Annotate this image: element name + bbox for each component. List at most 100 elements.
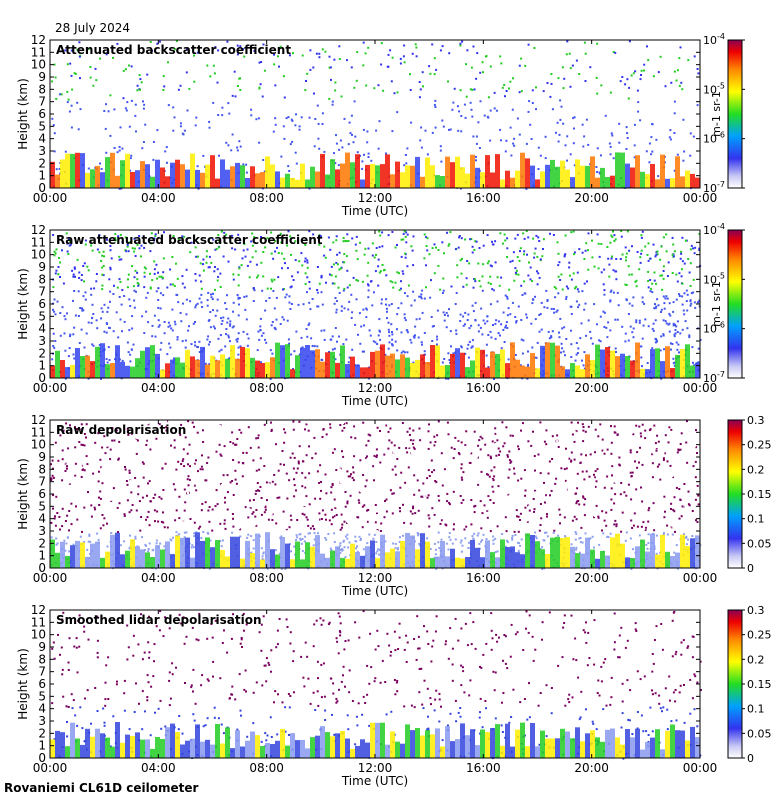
data-point [183,531,186,534]
data-point [233,455,236,458]
data-point [525,187,528,190]
data-point [227,475,230,478]
data-point [548,337,551,340]
layer-cell [325,174,330,188]
data-point [209,75,212,78]
data-point [435,68,438,71]
data-point [615,499,617,501]
data-point [303,540,306,543]
data-point [485,55,488,58]
data-point [97,538,100,541]
data-point [330,491,333,494]
layer-cell [260,363,265,378]
data-point [136,282,139,284]
data-point [675,273,678,276]
data-point [412,264,415,267]
data-point [428,65,431,68]
data-point [410,464,412,467]
data-point [286,319,289,322]
data-point [632,72,635,75]
data-point [183,286,186,289]
data-point [549,232,551,235]
data-point [107,346,110,349]
data-point [248,466,251,469]
data-point [300,252,303,255]
data-point [287,116,290,119]
data-point [183,536,186,539]
data-point [118,146,121,148]
data-point [279,232,282,235]
data-point [460,550,463,553]
data-point [109,266,112,269]
data-point [306,266,309,269]
data-point [659,349,662,352]
data-point [96,327,99,330]
x-tick-label: 00:00 [683,381,718,395]
data-point [274,123,277,126]
data-point [535,467,538,470]
data-point [185,268,188,271]
data-point [506,539,508,542]
data-point [162,271,165,274]
data-point [203,524,206,527]
data-point [615,270,618,273]
data-point [285,117,288,120]
data-point [525,313,528,316]
data-point [214,266,216,268]
data-point [401,270,404,273]
data-point [324,473,327,476]
data-point [235,482,238,485]
data-point [659,478,662,481]
data-point [474,319,477,321]
data-point [685,535,688,538]
data-point [621,253,624,256]
data-point [158,40,161,43]
data-point [52,286,55,289]
data-point [353,441,356,444]
data-point [158,423,161,426]
data-point [214,327,216,330]
data-point [340,309,343,312]
data-point [442,289,445,292]
data-point [146,73,149,76]
data-point [364,520,367,523]
data-point [513,472,516,475]
data-point [583,308,586,311]
data-point [59,528,61,531]
data-point [381,264,384,266]
data-point [460,345,463,348]
data-point [557,140,560,143]
data-point [103,330,106,333]
data-point [95,79,98,82]
data-point [190,241,193,244]
data-point [347,485,350,488]
data-point [216,81,219,84]
data-point [371,254,374,257]
data-point [439,478,442,481]
data-point [610,234,613,237]
data-point [140,516,143,518]
data-point [329,273,331,276]
data-point [68,347,71,350]
data-point [165,426,168,429]
data-point [232,325,235,328]
data-point [70,104,73,107]
data-point [225,233,228,236]
layer-cell [100,343,105,378]
data-point [130,99,133,102]
data-point [506,314,509,317]
layer-cell [185,169,190,188]
data-point [134,103,137,106]
data-point [632,493,635,496]
data-point [139,78,142,81]
data-point [87,377,90,380]
data-point [159,307,162,310]
data-point [571,478,574,481]
layer-cell [510,342,515,378]
data-point [333,58,336,61]
data-point [660,245,663,248]
data-point [554,482,557,485]
data-point [557,292,560,295]
data-point [433,444,436,447]
data-point [559,522,561,525]
